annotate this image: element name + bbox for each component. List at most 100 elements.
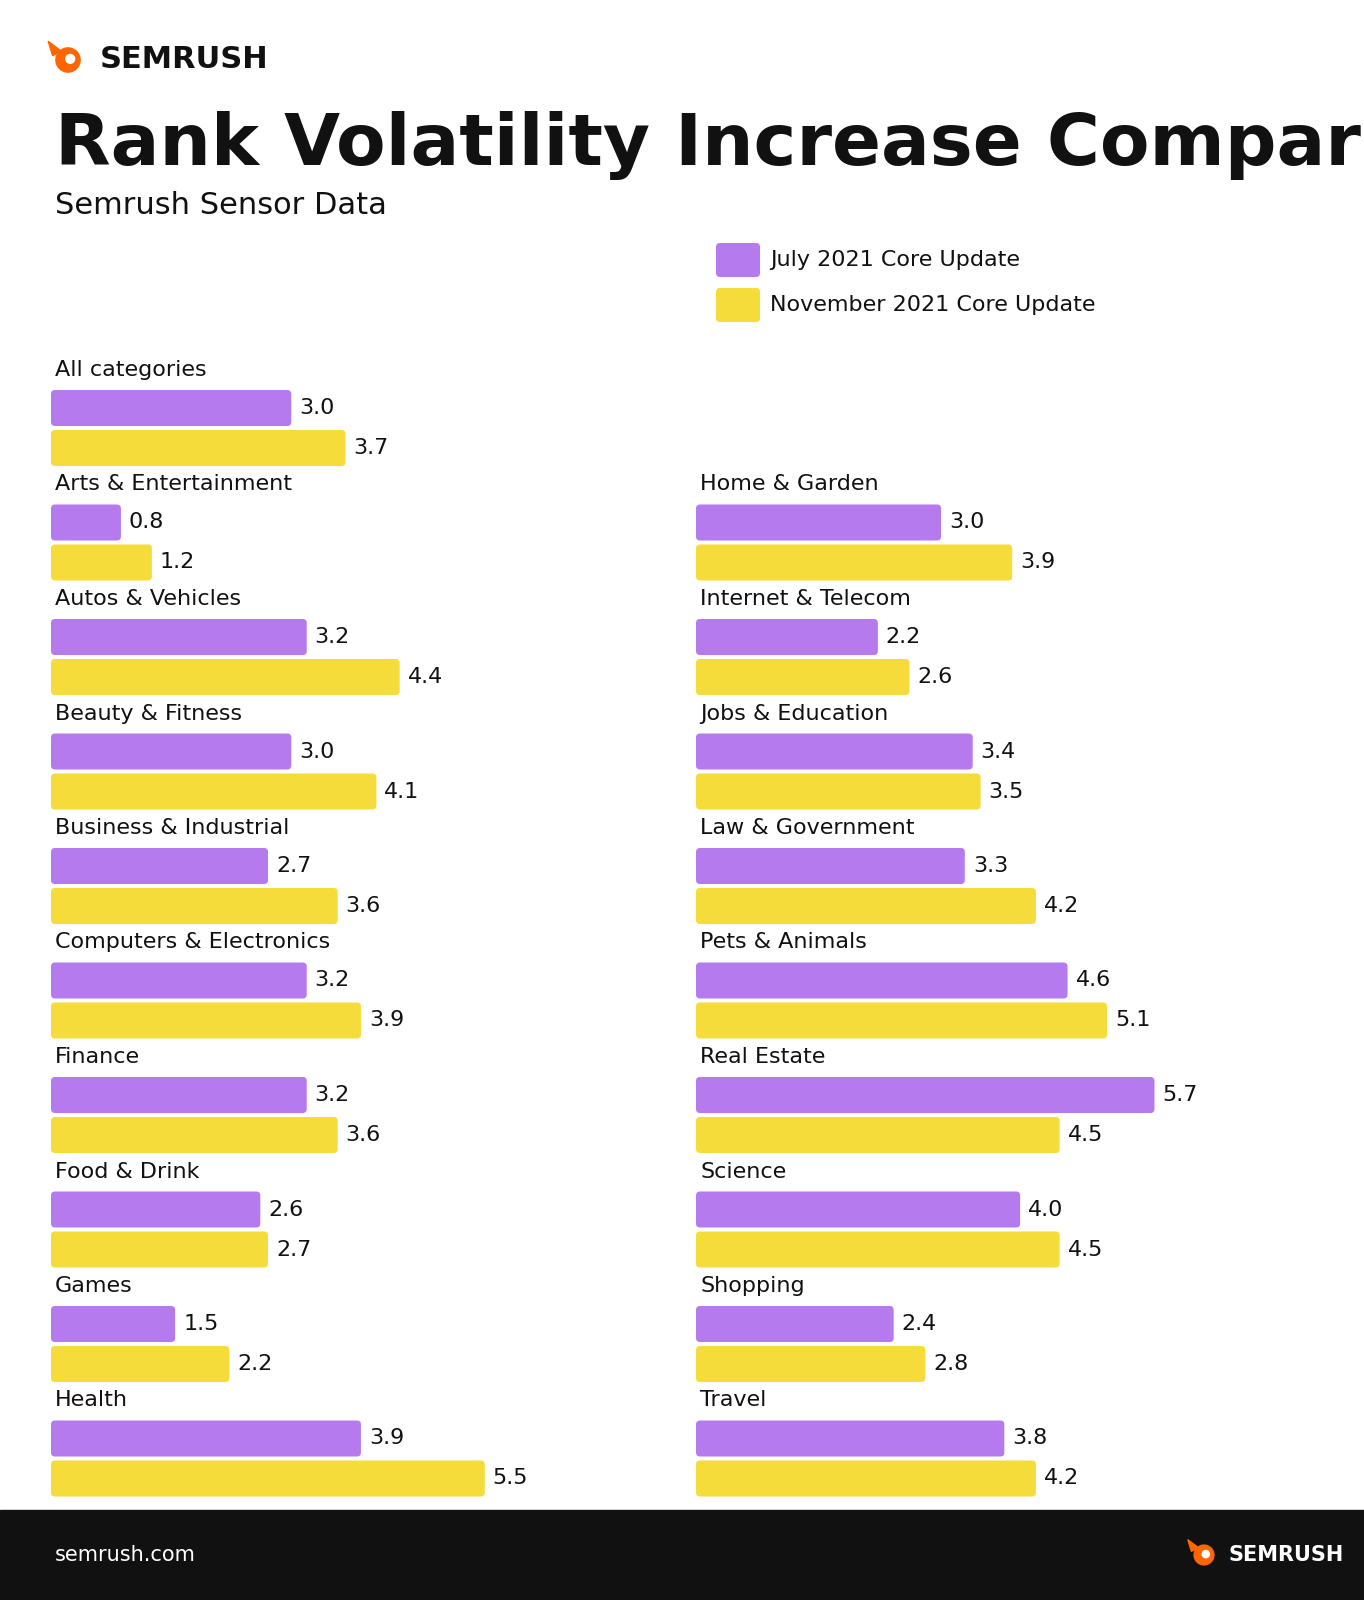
Text: Beauty & Fitness: Beauty & Fitness <box>55 704 243 723</box>
Text: 2.4: 2.4 <box>902 1314 937 1334</box>
FancyBboxPatch shape <box>696 1461 1035 1496</box>
FancyBboxPatch shape <box>50 773 376 810</box>
FancyBboxPatch shape <box>50 1077 307 1114</box>
Text: 3.2: 3.2 <box>315 1085 351 1106</box>
FancyBboxPatch shape <box>50 430 345 466</box>
Text: Internet & Telecom: Internet & Telecom <box>700 589 911 610</box>
Text: 4.1: 4.1 <box>385 781 420 802</box>
FancyBboxPatch shape <box>696 619 878 654</box>
Text: Business & Industrial: Business & Industrial <box>55 818 289 838</box>
Text: November 2021 Core Update: November 2021 Core Update <box>771 294 1095 315</box>
Text: 5.1: 5.1 <box>1114 1011 1150 1030</box>
FancyBboxPatch shape <box>50 659 400 694</box>
Text: Games: Games <box>55 1277 132 1296</box>
Text: 3.6: 3.6 <box>345 896 381 915</box>
FancyBboxPatch shape <box>696 1192 1020 1227</box>
Text: SEMRUSH: SEMRUSH <box>100 45 269 75</box>
Text: 2.8: 2.8 <box>933 1354 968 1374</box>
Text: 3.9: 3.9 <box>368 1011 404 1030</box>
Text: Science: Science <box>700 1162 786 1181</box>
FancyBboxPatch shape <box>696 773 981 810</box>
FancyBboxPatch shape <box>50 504 121 541</box>
FancyBboxPatch shape <box>696 1421 1004 1456</box>
FancyBboxPatch shape <box>696 1077 1154 1114</box>
FancyBboxPatch shape <box>696 1117 1060 1154</box>
FancyBboxPatch shape <box>50 1421 361 1456</box>
Circle shape <box>56 48 80 72</box>
Text: Home & Garden: Home & Garden <box>700 475 878 494</box>
Text: Computers & Electronics: Computers & Electronics <box>55 933 330 952</box>
FancyBboxPatch shape <box>696 733 973 770</box>
Text: 2.6: 2.6 <box>918 667 952 686</box>
Text: Jobs & Education: Jobs & Education <box>700 704 888 723</box>
Text: Semrush Sensor Data: Semrush Sensor Data <box>55 190 387 219</box>
FancyBboxPatch shape <box>696 848 964 883</box>
Text: 2.6: 2.6 <box>269 1200 304 1219</box>
Text: Shopping: Shopping <box>700 1277 805 1296</box>
Text: 2.2: 2.2 <box>237 1354 273 1374</box>
Text: Real Estate: Real Estate <box>700 1046 825 1067</box>
FancyBboxPatch shape <box>696 1003 1108 1038</box>
FancyBboxPatch shape <box>50 1306 175 1342</box>
Text: 3.0: 3.0 <box>299 741 334 762</box>
FancyBboxPatch shape <box>50 733 292 770</box>
Text: Finance: Finance <box>55 1046 140 1067</box>
FancyBboxPatch shape <box>696 659 910 694</box>
Text: 3.2: 3.2 <box>315 971 351 990</box>
Text: 3.0: 3.0 <box>949 512 985 533</box>
FancyBboxPatch shape <box>50 1232 269 1267</box>
Text: Law & Government: Law & Government <box>700 818 914 838</box>
Text: 3.6: 3.6 <box>345 1125 381 1146</box>
FancyBboxPatch shape <box>696 1346 925 1382</box>
Text: 3.9: 3.9 <box>368 1429 404 1448</box>
FancyBboxPatch shape <box>696 544 1012 581</box>
Text: Autos & Vehicles: Autos & Vehicles <box>55 589 241 610</box>
Text: 0.8: 0.8 <box>130 512 164 533</box>
Text: 3.7: 3.7 <box>353 438 389 458</box>
Text: 4.6: 4.6 <box>1076 971 1110 990</box>
Circle shape <box>1202 1550 1210 1558</box>
Polygon shape <box>48 42 61 56</box>
Polygon shape <box>1188 1539 1199 1552</box>
FancyBboxPatch shape <box>716 288 760 322</box>
Text: Pets & Animals: Pets & Animals <box>700 933 868 952</box>
Text: 4.5: 4.5 <box>1068 1125 1103 1146</box>
Text: 5.5: 5.5 <box>492 1469 528 1488</box>
FancyBboxPatch shape <box>50 848 269 883</box>
FancyBboxPatch shape <box>50 1461 484 1496</box>
Text: 3.0: 3.0 <box>299 398 334 418</box>
FancyBboxPatch shape <box>50 1003 361 1038</box>
Text: 4.0: 4.0 <box>1028 1200 1064 1219</box>
Circle shape <box>1194 1546 1214 1565</box>
Bar <box>0 1510 1364 1600</box>
FancyBboxPatch shape <box>50 1192 261 1227</box>
FancyBboxPatch shape <box>696 888 1035 925</box>
Text: 3.9: 3.9 <box>1020 552 1056 573</box>
FancyBboxPatch shape <box>50 1117 338 1154</box>
Text: 3.5: 3.5 <box>989 781 1024 802</box>
Text: semrush.com: semrush.com <box>55 1546 196 1565</box>
Text: Health: Health <box>55 1390 128 1411</box>
Text: 4.2: 4.2 <box>1043 1469 1079 1488</box>
Text: 3.3: 3.3 <box>973 856 1008 877</box>
Text: Travel: Travel <box>700 1390 767 1411</box>
FancyBboxPatch shape <box>696 1232 1060 1267</box>
FancyBboxPatch shape <box>50 544 151 581</box>
FancyBboxPatch shape <box>696 1306 893 1342</box>
Text: Rank Volatility Increase Comparison: Rank Volatility Increase Comparison <box>55 110 1364 179</box>
FancyBboxPatch shape <box>50 1346 229 1382</box>
Text: 3.2: 3.2 <box>315 627 351 646</box>
FancyBboxPatch shape <box>716 243 760 277</box>
FancyBboxPatch shape <box>50 619 307 654</box>
Text: 4.5: 4.5 <box>1068 1240 1103 1259</box>
Text: 1.2: 1.2 <box>160 552 195 573</box>
Text: July 2021 Core Update: July 2021 Core Update <box>771 250 1020 270</box>
FancyBboxPatch shape <box>50 390 292 426</box>
Text: SEMRUSH: SEMRUSH <box>1229 1546 1345 1565</box>
Circle shape <box>65 54 75 64</box>
FancyBboxPatch shape <box>50 963 307 998</box>
FancyBboxPatch shape <box>696 504 941 541</box>
Text: 2.7: 2.7 <box>276 856 311 877</box>
Text: Arts & Entertainment: Arts & Entertainment <box>55 475 292 494</box>
Text: All categories: All categories <box>55 360 206 379</box>
